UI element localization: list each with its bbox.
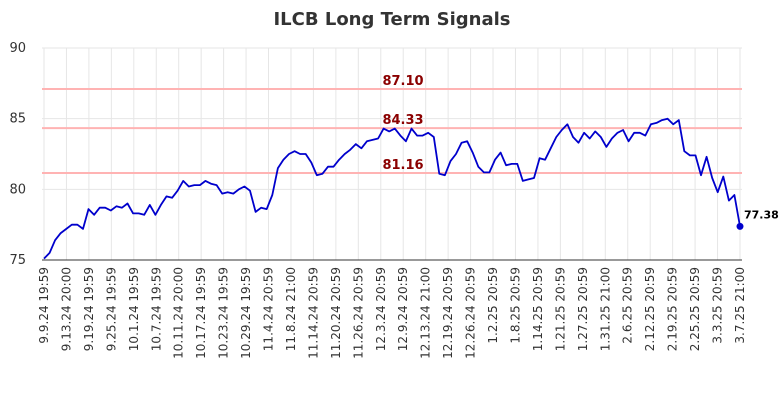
reference-line-label: 87.10 xyxy=(382,74,423,89)
x-tick-label: 2.6.25 20:59 xyxy=(621,267,635,344)
y-tick-label: 90 xyxy=(9,41,26,56)
x-tick-label: 1.27.25 20:59 xyxy=(576,267,590,351)
x-tick-label: 1.2.25 20:59 xyxy=(486,267,500,344)
x-tick-label: 1.14.25 20:59 xyxy=(531,267,545,351)
reference-line-label: 84.33 xyxy=(382,113,423,128)
x-tick-label: 12.26.24 20:59 xyxy=(464,267,478,359)
series-layer: 77.38 xyxy=(43,117,779,260)
x-tick-label: 1.8.25 20:59 xyxy=(508,267,522,344)
x-tick-label: 10.11.24 20:00 xyxy=(172,267,186,359)
y-tick-label: 85 xyxy=(9,112,26,127)
x-tick-label: 10.7.24 19:59 xyxy=(149,267,163,351)
series-line xyxy=(43,117,741,260)
x-tick-label: 11.20.24 20:59 xyxy=(329,267,343,359)
x-tick-label: 2.12.25 20:59 xyxy=(643,267,657,351)
x-tick-label: 9.13.24 20:00 xyxy=(59,267,73,351)
x-tick-label: 3.7.25 21:00 xyxy=(733,267,747,344)
x-tick-label: 11.8.24 21:00 xyxy=(284,267,298,351)
x-tick-label: 3.3.25 20:59 xyxy=(711,267,725,344)
grid xyxy=(42,47,742,261)
axes: 75 80 85 90 9.9.24 19:59 9.13.24 20:00 9.19.24… xyxy=(9,41,747,359)
chart-title: ILCB Long Term Signals xyxy=(273,9,510,30)
x-tick-label: 11.4.24 20:59 xyxy=(262,267,276,351)
x-tick-label: 12.9.24 20:59 xyxy=(396,267,410,351)
x-tick-label: 11.14.24 20:59 xyxy=(306,267,320,359)
y-tick-label: 75 xyxy=(9,253,26,268)
x-tick-label: 12.19.24 20:59 xyxy=(441,267,455,359)
x-tick-label: 1.31.25 21:00 xyxy=(598,267,612,351)
x-tick-label: 10.1.24 19:59 xyxy=(127,267,141,351)
x-tick-label: 9.25.24 19:59 xyxy=(104,267,118,351)
x-tick-label: 10.17.24 19:59 xyxy=(194,267,208,359)
x-tick-label: 10.29.24 19:59 xyxy=(239,267,253,359)
reference-lines: 87.10 84.33 81.16 xyxy=(42,74,742,174)
x-tick-label: 1.21.25 20:59 xyxy=(553,267,567,351)
last-point-marker xyxy=(736,222,744,230)
reference-line-label: 81.16 xyxy=(382,158,423,173)
x-tick-label: 10.23.24 19:59 xyxy=(217,267,231,359)
x-tick-label: 2.19.25 20:59 xyxy=(666,267,680,351)
last-value-label: 77.38 xyxy=(744,208,779,221)
x-tick-label: 9.9.24 19:59 xyxy=(37,267,51,344)
x-tick-label: 12.3.24 20:59 xyxy=(374,267,388,351)
x-tick-label: 9.19.24 19:59 xyxy=(82,267,96,351)
x-tick-label: 11.26.24 20:59 xyxy=(351,267,365,359)
x-tick-label: 2.25.25 20:59 xyxy=(688,267,702,351)
y-tick-label: 80 xyxy=(9,182,26,197)
x-tick-label: 12.13.24 21:00 xyxy=(419,267,433,359)
